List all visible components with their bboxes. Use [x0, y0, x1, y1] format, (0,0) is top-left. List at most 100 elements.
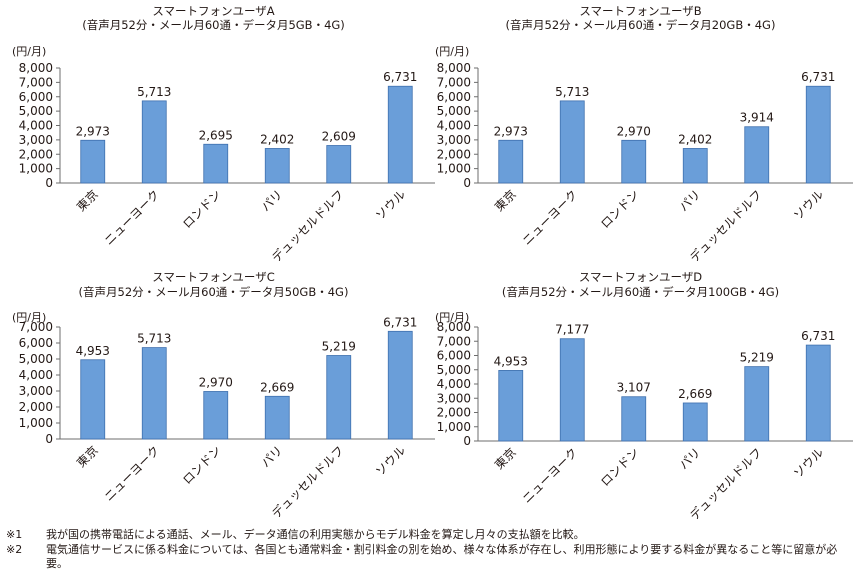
bar: [264, 148, 290, 184]
category-label: ロンドン: [598, 445, 642, 489]
chart-title: スマートフォンユーザD: [578, 270, 703, 284]
value-label: 4,953: [494, 354, 528, 368]
footnotes: ※1 我が国の携帯電話による通話、メール、データ通信の利用実態からモデル料金を算…: [6, 528, 851, 572]
value-label: 6,731: [383, 70, 417, 84]
y-tick-label: 1,000: [437, 420, 471, 434]
y-tick-label: 0: [45, 176, 53, 190]
bar: [498, 370, 524, 442]
value-label: 2,970: [617, 124, 651, 138]
value-label: 6,731: [801, 70, 835, 84]
value-label: 2,695: [199, 128, 233, 142]
bar-chart: 8,0007,0006,0005,0004,0003,0002,0001,000…: [437, 320, 853, 523]
chart-subtitle: (音声月52分・メール月60通・データ月20GB・4G): [505, 18, 776, 32]
category-label: 東京: [74, 187, 101, 214]
y-tick-label: 5,000: [19, 104, 53, 118]
y-tick-label: 6,000: [437, 90, 471, 104]
bar: [621, 139, 647, 184]
bar: [805, 85, 831, 184]
y-axis-unit: (円/月): [12, 45, 47, 58]
category-label: パリ: [676, 445, 703, 472]
footnote-mark: ※1: [6, 528, 23, 541]
value-label: 2,973: [494, 124, 528, 138]
footnote-mark: ※2: [6, 542, 23, 556]
chart-title: スマートフォンユーザC: [152, 270, 275, 284]
y-axis-unit: (円/月): [435, 45, 470, 58]
y-tick-label: 0: [45, 432, 53, 446]
bar-chart: 8,0007,0006,0005,0004,0003,0002,0001,000…: [19, 61, 435, 265]
y-tick-label: 4,000: [19, 119, 53, 133]
chart-panel-d: スマートフォンユーザD (音声月52分・メール月60通・データ月100GB・4G…: [427, 263, 854, 528]
category-label: ソウル: [791, 187, 826, 222]
y-tick-label: 5,000: [437, 104, 471, 118]
bar: [682, 402, 708, 442]
bar: [141, 347, 167, 440]
y-tick-label: 8,000: [437, 320, 471, 334]
category-label: パリ: [258, 443, 285, 470]
y-tick-label: 7,000: [437, 75, 471, 89]
bar-chart: 8,0007,0006,0005,0004,0003,0002,0001,000…: [437, 61, 853, 265]
y-tick-label: 1,000: [437, 162, 471, 176]
footnote: ※1 我が国の携帯電話による通話、メール、データ通信の利用実態からモデル料金を算…: [6, 528, 851, 543]
y-tick-label: 6,000: [19, 90, 53, 104]
category-label: ロンドン: [180, 443, 224, 487]
category-label: 東京: [74, 443, 101, 470]
y-tick-label: 7,000: [437, 334, 471, 348]
value-label: 3,107: [617, 381, 651, 395]
y-tick-label: 1,000: [19, 162, 53, 176]
y-tick-label: 3,000: [19, 384, 53, 398]
y-tick-label: 7,000: [19, 75, 53, 89]
bar: [203, 143, 229, 184]
y-tick-label: 6,000: [19, 336, 53, 350]
value-label: 2,669: [678, 387, 712, 401]
y-tick-label: 3,000: [437, 133, 471, 147]
value-label: 4,953: [76, 344, 110, 358]
bar: [141, 100, 167, 184]
category-label: ニューヨーク: [102, 187, 163, 248]
category-label: 東京: [492, 187, 519, 214]
value-label: 5,219: [740, 351, 774, 365]
y-tick-label: 4,000: [437, 119, 471, 133]
y-tick-label: 4,000: [19, 368, 53, 382]
value-label: 5,713: [137, 332, 171, 346]
footnote: ※2 電気通信サービスに係る料金については、各国とも通常料金・割引料金の別を始め…: [6, 543, 851, 572]
bar-chart: 7,000 6,000 5,000 4,000 3,000 2,000 1,000 0 4,95…: [19, 315, 435, 521]
category-label: ソウル: [373, 187, 408, 222]
chart-title: スマートフォンユーザA: [152, 4, 275, 18]
y-tick-label: 8,000: [437, 61, 471, 75]
footnote-text: 我が国の携帯電話による通話、メール、データ通信の利用実態からモデル料金を算定し月…: [46, 528, 585, 541]
bar: [805, 344, 831, 442]
category-label: ロンドン: [598, 187, 642, 231]
y-tick-label: 4,000: [437, 377, 471, 391]
value-label: 2,669: [260, 380, 294, 394]
value-label: 3,914: [740, 111, 774, 125]
value-label: 2,970: [199, 375, 233, 389]
category-label: ソウル: [373, 443, 408, 478]
y-tick-label: 2,000: [437, 147, 471, 161]
bar: [559, 100, 585, 184]
value-label: 2,402: [678, 132, 712, 146]
category-label: ニューヨーク: [520, 445, 581, 506]
y-tick-label: 3,000: [19, 133, 53, 147]
y-tick-label: 5,000: [437, 363, 471, 377]
y-tick-label: 2,000: [19, 400, 53, 414]
bar: [621, 396, 647, 442]
chart-subtitle: (音声月52分・メール月60通・データ月5GB・4G): [82, 18, 345, 32]
bar: [682, 148, 708, 184]
value-label: 6,731: [383, 315, 417, 329]
bar: [80, 359, 106, 440]
y-tick-label: 3,000: [437, 391, 471, 405]
y-tick-label: 1,000: [19, 416, 53, 430]
category-label: ロンドン: [180, 187, 224, 231]
bar: [498, 139, 524, 184]
value-label: 2,973: [76, 124, 110, 138]
value-label: 7,177: [555, 323, 589, 337]
value-label: 5,219: [322, 339, 356, 353]
bar: [387, 85, 413, 184]
y-axis-unit: (円/月): [435, 311, 470, 324]
bar: [80, 139, 106, 184]
value-label: 2,609: [322, 129, 356, 143]
y-tick-label: 2,000: [19, 147, 53, 161]
value-label: 2,402: [260, 132, 294, 146]
y-tick-label: 2,000: [437, 406, 471, 420]
y-axis-unit: (円/月): [12, 311, 47, 324]
